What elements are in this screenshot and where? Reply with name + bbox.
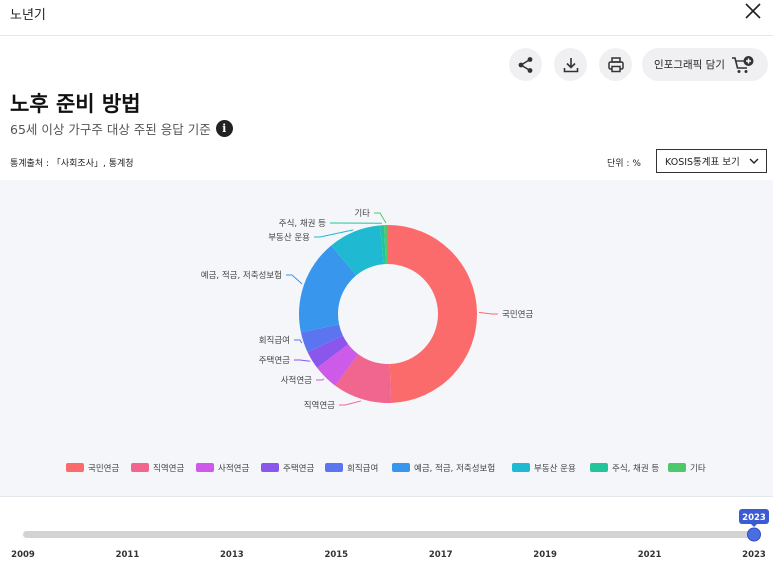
callout-line bbox=[286, 274, 303, 285]
callout-label: 부동산 운용 bbox=[268, 232, 310, 243]
legend-swatch[interactable] bbox=[325, 463, 343, 472]
legend-label[interactable]: 국민연금 bbox=[88, 463, 119, 474]
donut-slice[interactable] bbox=[307, 335, 349, 368]
legend-swatch[interactable] bbox=[196, 463, 214, 472]
legend-label[interactable]: 주식, 채권 등 bbox=[612, 463, 659, 474]
legend-swatch[interactable] bbox=[590, 463, 608, 472]
download-button[interactable] bbox=[554, 48, 587, 81]
timeline-selected-year: 2023 bbox=[742, 513, 766, 523]
window-titlebar: 노년기 bbox=[0, 0, 773, 36]
donut-slice[interactable] bbox=[317, 344, 359, 386]
legend-swatch[interactable] bbox=[66, 463, 84, 472]
timeline-year-label[interactable]: 2021 bbox=[638, 550, 662, 560]
callout-line bbox=[314, 229, 354, 238]
callout-line bbox=[294, 339, 303, 344]
donut-slice[interactable] bbox=[300, 324, 343, 353]
callout-line bbox=[374, 212, 387, 224]
chart-area: 국민연금 직역연금 사적연금 주택연금 회직급여 예금, 적금, 저축성보험 부동산 운용 주… bbox=[0, 180, 773, 496]
timeline-year-label[interactable]: 2009 bbox=[11, 550, 35, 560]
year-timeline: 2009 2011 2013 2015 2017 2019 2021 2023 2023 bbox=[0, 496, 773, 564]
timeline-handle[interactable] bbox=[747, 527, 761, 542]
kosis-select-label: KOSIS통계표 보기 bbox=[665, 157, 740, 168]
share-button[interactable] bbox=[509, 48, 542, 81]
callout-label: 직역연금 bbox=[304, 400, 335, 411]
infographic-add-button[interactable]: 인포그래픽 담기 bbox=[642, 48, 768, 81]
close-icon[interactable] bbox=[741, 0, 765, 24]
legend-swatch[interactable] bbox=[131, 463, 149, 472]
cart-add-icon bbox=[731, 55, 754, 73]
callout-line bbox=[316, 378, 325, 381]
callout-line bbox=[294, 359, 311, 362]
chevron-down-icon bbox=[749, 158, 759, 164]
donut-slice[interactable] bbox=[388, 225, 478, 403]
legend-swatch[interactable] bbox=[261, 463, 279, 472]
callout-line bbox=[478, 311, 498, 315]
callout-label: 주택연금 bbox=[259, 355, 290, 366]
timeline-year-label[interactable]: 2023 bbox=[742, 550, 766, 560]
legend-swatch[interactable] bbox=[668, 463, 686, 472]
legend-swatch[interactable] bbox=[392, 463, 410, 472]
callout-line bbox=[339, 400, 362, 406]
legend-label[interactable]: 직역연금 bbox=[153, 463, 184, 474]
donut-slice[interactable] bbox=[384, 225, 388, 265]
callout-label: 예금, 적금, 저축성보험 bbox=[201, 270, 282, 281]
callout-label: 주식, 채권 등 bbox=[279, 218, 326, 229]
legend-label[interactable]: 기타 bbox=[690, 464, 706, 474]
timeline-year-label[interactable]: 2017 bbox=[429, 550, 453, 560]
kosis-table-select[interactable]: KOSIS통계표 보기 bbox=[656, 149, 767, 173]
callout-label: 회직급여 bbox=[259, 335, 290, 346]
legend-label[interactable]: 사적연금 bbox=[218, 463, 249, 474]
legend-label[interactable]: 부동산 운용 bbox=[534, 463, 576, 474]
legend-swatch[interactable] bbox=[512, 463, 530, 472]
infographic-add-label: 인포그래픽 담기 bbox=[654, 59, 725, 71]
window-title: 노년기 bbox=[10, 8, 46, 23]
callout-label: 사적연금 bbox=[281, 375, 312, 386]
subtitle-text: 65세 이상 가구주 대상 주된 응답 기준 bbox=[10, 122, 211, 137]
timeline-track[interactable] bbox=[23, 531, 754, 538]
timeline-selected-badge bbox=[739, 509, 769, 524]
legend-label[interactable]: 예금, 적금, 저축성보험 bbox=[414, 463, 495, 474]
page-subtitle: 65세 이상 가구주 대상 주된 응답 기준 i bbox=[10, 119, 233, 138]
donut-slice[interactable] bbox=[331, 225, 384, 276]
timeline-year-label[interactable]: 2013 bbox=[220, 550, 244, 560]
print-icon bbox=[607, 56, 624, 72]
share-icon bbox=[518, 56, 532, 73]
legend-label[interactable]: 주택연금 bbox=[283, 463, 314, 474]
timeline-badge-pointer bbox=[751, 524, 757, 527]
page-title: 노후 준비 방법 bbox=[10, 92, 141, 116]
info-icon[interactable]: i bbox=[215, 120, 233, 137]
source-text: 통계출처 : 「사회조사」, 통계청 bbox=[10, 159, 134, 169]
callout-label: 기타 bbox=[354, 209, 370, 219]
legend-label[interactable]: 회직급여 bbox=[347, 463, 378, 474]
donut-slice[interactable] bbox=[298, 245, 357, 333]
timeline-year-label[interactable]: 2011 bbox=[116, 550, 140, 560]
download-icon bbox=[563, 57, 578, 72]
print-button[interactable] bbox=[599, 48, 632, 81]
unit-text: 단위 : % bbox=[607, 159, 641, 169]
donut-slice[interactable] bbox=[380, 225, 386, 265]
callout-label: 국민연금 bbox=[502, 309, 533, 320]
donut-slice[interactable] bbox=[335, 354, 392, 403]
timeline-year-label[interactable]: 2015 bbox=[324, 550, 348, 560]
timeline-year-label[interactable]: 2019 bbox=[533, 550, 557, 560]
